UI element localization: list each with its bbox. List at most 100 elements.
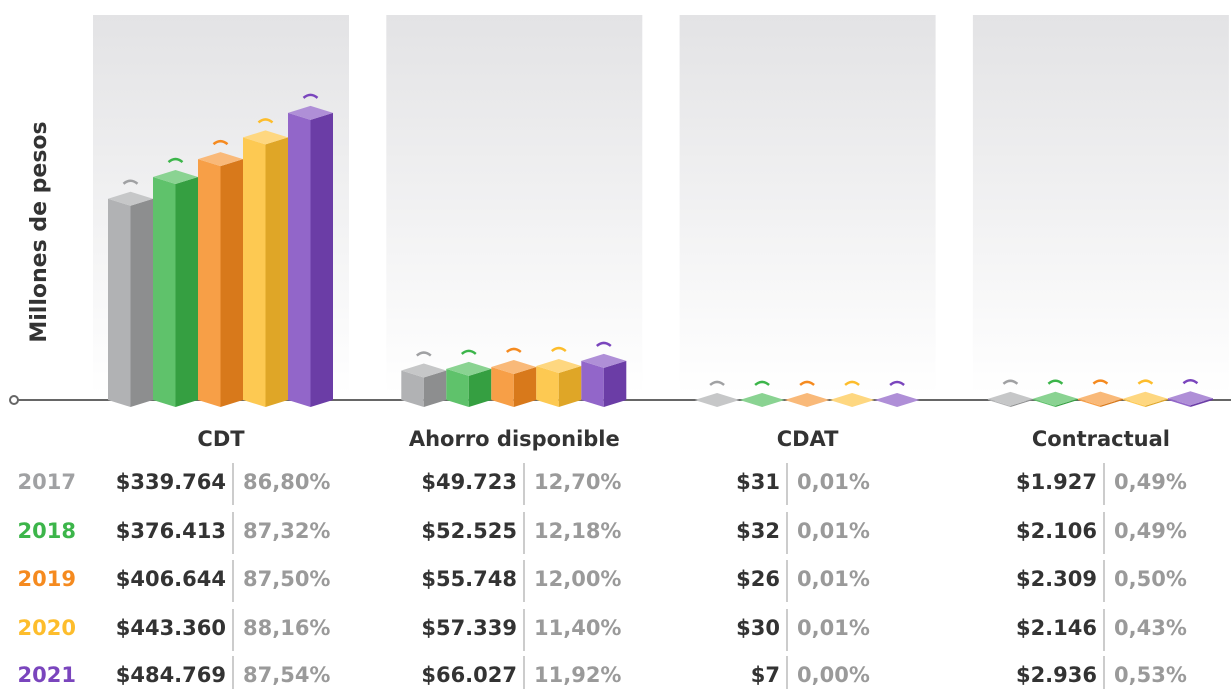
value-label: $406.644 bbox=[116, 567, 226, 591]
share-label: 87,54% bbox=[243, 663, 330, 687]
legend-year: 2017 bbox=[18, 470, 76, 494]
bar-cap bbox=[1092, 379, 1109, 385]
category-label: Ahorro disponible bbox=[409, 427, 620, 451]
y-axis-label: Millones de pesos bbox=[27, 121, 52, 342]
bar-cap bbox=[844, 380, 860, 386]
value-label: $2.309 bbox=[1016, 567, 1097, 591]
bar-right-face bbox=[1190, 398, 1213, 407]
bar-cap bbox=[1182, 379, 1199, 385]
value-label: $31 bbox=[736, 470, 780, 494]
category-label: Contractual bbox=[1032, 427, 1170, 451]
share-label: 0,53% bbox=[1114, 663, 1187, 687]
bar-cap bbox=[799, 380, 815, 386]
bar-cap bbox=[257, 118, 274, 124]
bar-top bbox=[739, 392, 785, 407]
bar-right-face bbox=[220, 159, 243, 407]
share-label: 0,01% bbox=[797, 567, 870, 591]
share-label: 11,92% bbox=[534, 663, 621, 687]
bar-cap bbox=[460, 349, 477, 355]
share-label: 88,16% bbox=[243, 616, 330, 640]
value-label: $443.360 bbox=[116, 616, 226, 640]
value-label: $32 bbox=[736, 519, 780, 543]
bar-left-face bbox=[536, 366, 559, 407]
value-label: $2.936 bbox=[1016, 663, 1097, 687]
panel-background bbox=[972, 15, 1229, 395]
bar-left-face bbox=[108, 198, 131, 407]
bar-top bbox=[491, 359, 537, 374]
panel-background bbox=[386, 15, 643, 395]
bar-left-face bbox=[1122, 398, 1146, 407]
bar-cap bbox=[550, 346, 567, 353]
bar-cap bbox=[122, 179, 139, 185]
bar-right-face bbox=[1100, 398, 1123, 407]
value-label: $376.413 bbox=[116, 519, 226, 543]
bar-cap bbox=[889, 380, 905, 386]
bar-top bbox=[784, 392, 830, 407]
category-label: CDAT bbox=[777, 427, 839, 451]
bar-cap bbox=[505, 347, 522, 353]
share-label: 12,00% bbox=[534, 567, 621, 591]
value-label: $57.339 bbox=[421, 616, 517, 640]
bar-cap bbox=[754, 380, 770, 386]
bar-top bbox=[153, 170, 198, 185]
bar-cap bbox=[167, 157, 184, 164]
share-label: 0,43% bbox=[1114, 616, 1187, 640]
bar-left-face bbox=[153, 177, 176, 407]
bar-cap bbox=[302, 93, 319, 99]
bar-top bbox=[108, 191, 153, 206]
value-label: $7 bbox=[751, 663, 780, 687]
legend-year: 2019 bbox=[18, 567, 76, 591]
bar-top bbox=[987, 391, 1033, 406]
bar-top bbox=[1167, 391, 1213, 406]
bar-left-face bbox=[987, 398, 1011, 407]
bar-right-face bbox=[558, 366, 582, 407]
share-label: 0,00% bbox=[797, 663, 870, 687]
bar-cap bbox=[709, 380, 725, 386]
bar-right-face bbox=[423, 370, 447, 407]
bar-top bbox=[581, 353, 627, 368]
bar-right-face bbox=[603, 360, 627, 407]
value-label: $2.106 bbox=[1016, 519, 1097, 543]
bar-right-face bbox=[265, 137, 288, 407]
value-label: $484.769 bbox=[116, 663, 226, 687]
value-label: $49.723 bbox=[421, 470, 517, 494]
share-label: 87,32% bbox=[243, 519, 330, 543]
bar-top bbox=[829, 392, 875, 407]
legend-year: 2021 bbox=[18, 663, 76, 687]
bar-left-face bbox=[491, 366, 514, 407]
bar-left-face bbox=[401, 370, 424, 407]
bar-cap bbox=[1002, 379, 1019, 385]
value-label: $26 bbox=[736, 567, 780, 591]
share-label: 0,50% bbox=[1114, 567, 1187, 591]
panel-background bbox=[679, 15, 936, 395]
bar-right-face bbox=[1145, 398, 1168, 407]
bar-left-face bbox=[446, 368, 469, 407]
bar-left-face bbox=[1077, 398, 1101, 407]
bar-top bbox=[536, 359, 582, 374]
share-label: 11,40% bbox=[534, 616, 621, 640]
bar-right-face bbox=[130, 198, 153, 407]
legend-year: 2020 bbox=[18, 616, 76, 640]
value-label: $52.525 bbox=[421, 519, 517, 543]
bar-top bbox=[694, 392, 740, 407]
value-label: $30 bbox=[736, 616, 780, 640]
share-label: 86,80% bbox=[243, 470, 330, 494]
bar-left-face bbox=[198, 159, 221, 407]
legend-year: 2018 bbox=[18, 519, 76, 543]
bar-top bbox=[874, 392, 920, 407]
bar-cap bbox=[415, 351, 432, 357]
bar-top bbox=[243, 130, 288, 145]
bar-right-face bbox=[1010, 398, 1033, 407]
value-label: $2.146 bbox=[1016, 616, 1097, 640]
bar-left-face bbox=[581, 360, 604, 407]
axis-origin bbox=[9, 395, 19, 405]
value-label: $339.764 bbox=[116, 470, 226, 494]
bar-cap bbox=[595, 341, 612, 347]
bar-top bbox=[401, 363, 447, 378]
value-label: $66.027 bbox=[421, 663, 517, 687]
bar-right-face bbox=[175, 177, 198, 407]
bar-left-face bbox=[288, 112, 311, 408]
share-label: 0,49% bbox=[1114, 519, 1187, 543]
share-label: 0,01% bbox=[797, 470, 870, 494]
